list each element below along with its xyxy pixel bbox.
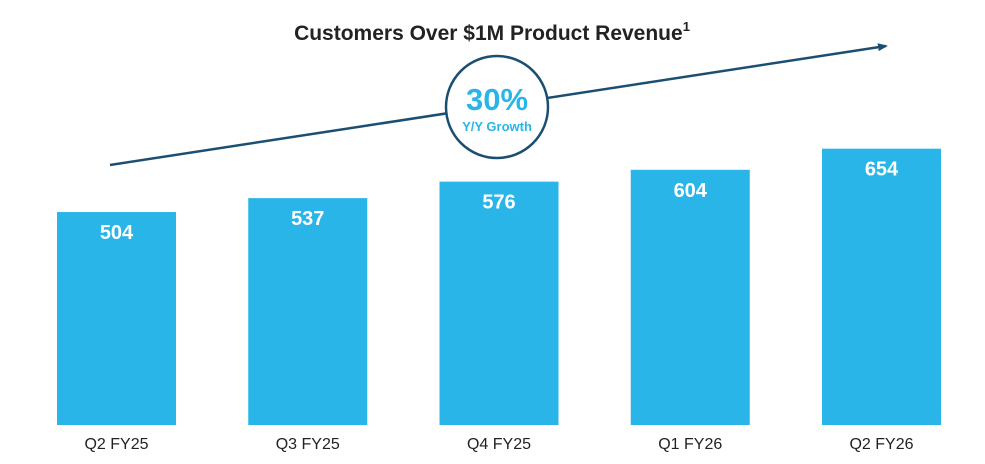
category-label-q1-fy26: Q1 FY26 (658, 436, 722, 453)
chart-title: Customers Over $1M Product Revenue1 (294, 19, 690, 45)
growth-badge-circle (444, 54, 550, 160)
category-label-q4-fy25: Q4 FY25 (467, 436, 531, 453)
chart-title-text: Customers Over $1M Product Revenue (294, 22, 683, 45)
bar-q4-fy25 (439, 181, 559, 425)
growth-label: Y/Y Growth (462, 119, 532, 134)
bar-value-label-q4-fy25: 576 (482, 192, 515, 214)
bar-q2-fy25 (57, 212, 176, 425)
bar-value-label-q1-fy26: 604 (674, 180, 708, 202)
growth-badge: 30% Y/Y Growth (444, 54, 550, 160)
bar-q3-fy25 (248, 198, 368, 425)
category-label-q2-fy25: Q2 FY25 (84, 436, 148, 453)
bar-q2-fy26 (822, 148, 941, 425)
bar-value-label-q2-fy25: 504 (100, 222, 134, 244)
category-label-q3-fy25: Q3 FY25 (276, 436, 340, 453)
growth-value: 30% (466, 82, 528, 117)
chart-title-footnote: 1 (683, 19, 690, 34)
bar-value-label-q2-fy26: 654 (865, 159, 899, 181)
bar-value-label-q3-fy25: 537 (291, 208, 324, 230)
bar-q1-fy26 (630, 169, 750, 425)
category-label-q2-fy26: Q2 FY26 (849, 436, 913, 453)
bars-group: 504 Q2 FY25 537 Q3 FY25 576 Q4 FY25 604 Q1 FY26… (57, 148, 941, 453)
